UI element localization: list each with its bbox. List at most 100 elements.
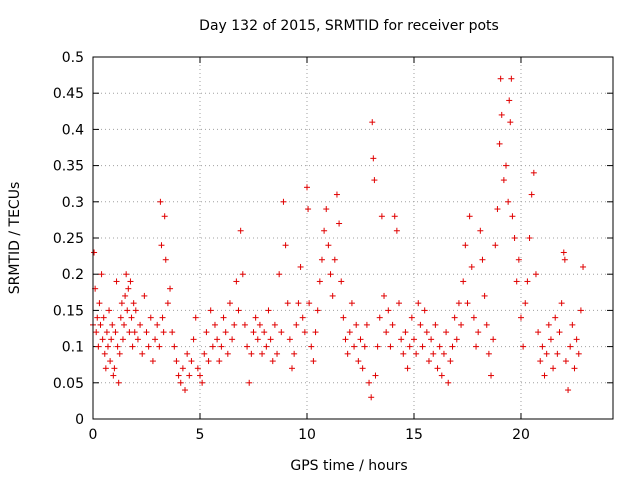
data-point <box>284 300 291 307</box>
data-point <box>244 343 251 350</box>
data-point <box>119 336 126 343</box>
data-point <box>167 285 174 292</box>
data-point <box>466 213 473 220</box>
data-point <box>406 343 413 350</box>
data-point <box>179 365 186 372</box>
data-point <box>248 350 255 357</box>
y-tick-label: 0.45 <box>53 86 84 102</box>
data-point <box>110 372 117 379</box>
data-point <box>535 329 542 336</box>
data-point <box>550 365 557 372</box>
data-point <box>112 329 119 336</box>
data-point <box>308 343 315 350</box>
data-point <box>269 358 276 365</box>
data-point <box>528 191 535 198</box>
data-point <box>560 249 567 256</box>
data-point <box>344 350 351 357</box>
data-point <box>196 372 203 379</box>
data-point <box>265 307 272 314</box>
chart-title: Day 132 of 2015, SRMTID for receiver pot… <box>199 18 499 34</box>
data-point <box>428 336 435 343</box>
data-point <box>453 336 460 343</box>
data-point <box>127 278 134 285</box>
data-point <box>363 321 370 328</box>
data-point <box>517 314 524 321</box>
data-point <box>164 300 171 307</box>
data-point <box>107 358 114 365</box>
data-point <box>303 184 310 191</box>
data-point <box>128 314 135 321</box>
data-point <box>417 321 424 328</box>
data-point <box>114 343 121 350</box>
data-point <box>95 343 102 350</box>
data-point <box>122 292 129 299</box>
y-tick-label: 0.35 <box>53 159 84 175</box>
data-point <box>171 343 178 350</box>
data-point <box>389 321 396 328</box>
data-point <box>336 220 343 227</box>
data-point <box>256 321 263 328</box>
data-point <box>470 314 477 321</box>
data-point <box>381 292 388 299</box>
y-tick-label: 0.2 <box>62 267 84 283</box>
data-point <box>571 365 578 372</box>
data-point <box>413 350 420 357</box>
data-point <box>554 350 561 357</box>
data-point <box>137 321 144 328</box>
data-point <box>113 278 120 285</box>
data-point <box>250 329 257 336</box>
plot-frame <box>92 56 614 420</box>
data-point <box>374 343 381 350</box>
data-point <box>432 321 439 328</box>
data-point <box>440 350 447 357</box>
data-point <box>543 350 550 357</box>
data-point <box>123 271 130 278</box>
data-point <box>224 350 231 357</box>
data-point <box>342 336 349 343</box>
data-point <box>506 97 513 104</box>
data-point <box>159 314 166 321</box>
data-point <box>370 155 377 162</box>
data-point <box>139 350 146 357</box>
data-point <box>520 343 527 350</box>
data-point <box>188 358 195 365</box>
data-point <box>98 271 105 278</box>
data-point <box>488 372 495 379</box>
data-point <box>340 314 347 321</box>
data-point <box>318 256 325 263</box>
data-point <box>130 300 137 307</box>
data-point <box>366 379 373 386</box>
data-point <box>222 329 229 336</box>
data-point <box>312 329 319 336</box>
data-point <box>271 321 278 328</box>
data-point <box>402 329 409 336</box>
y-tick-label: 0.5 <box>62 50 84 66</box>
data-point <box>423 329 430 336</box>
data-point <box>507 119 514 126</box>
data-point <box>468 263 475 270</box>
data-point <box>280 198 287 205</box>
data-point <box>494 206 501 213</box>
data-point <box>458 321 465 328</box>
data-point <box>537 358 544 365</box>
data-point <box>194 365 201 372</box>
data-point <box>485 350 492 357</box>
data-point <box>96 300 103 307</box>
y-tick-label: 0.3 <box>62 195 84 211</box>
data-point <box>398 336 405 343</box>
data-point <box>577 307 584 314</box>
x-tick-label: 20 <box>512 427 530 443</box>
data-point <box>125 285 132 292</box>
data-point <box>447 358 454 365</box>
data-point <box>121 321 128 328</box>
data-point <box>541 372 548 379</box>
data-point <box>143 329 150 336</box>
data-point <box>445 379 452 386</box>
data-point <box>132 307 139 314</box>
data-point <box>481 292 488 299</box>
data-point <box>430 350 437 357</box>
data-point <box>293 321 300 328</box>
data-point <box>498 111 505 118</box>
data-point <box>492 242 499 249</box>
